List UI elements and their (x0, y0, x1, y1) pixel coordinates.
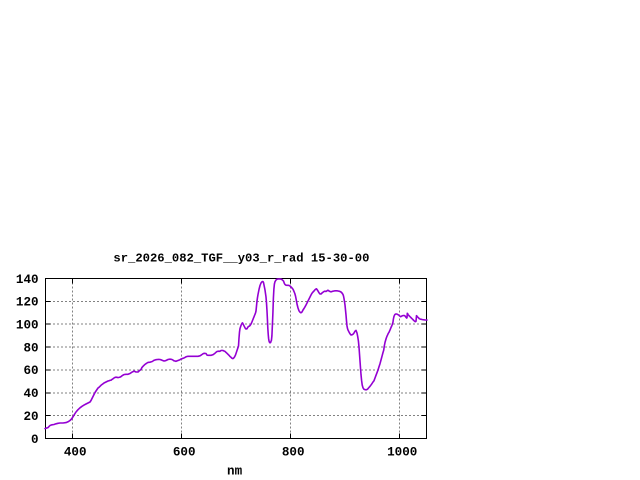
svg-text:0: 0 (31, 433, 39, 447)
svg-text:nm: nm (227, 465, 243, 479)
svg-text:20: 20 (23, 410, 38, 424)
svg-text:120: 120 (16, 296, 39, 310)
svg-text:800: 800 (282, 446, 305, 460)
svg-text:100: 100 (16, 319, 39, 333)
svg-text:40: 40 (23, 387, 38, 401)
svg-text:600: 600 (173, 446, 196, 460)
svg-text:60: 60 (23, 364, 38, 378)
svg-text:80: 80 (23, 341, 38, 355)
svg-text:140: 140 (16, 273, 39, 287)
svg-text:sr_2026_082_TGF__y03_r_rad 15-: sr_2026_082_TGF__y03_r_rad 15-30-00 (113, 251, 369, 265)
svg-text:1000: 1000 (387, 446, 417, 460)
svg-text:400: 400 (64, 446, 87, 460)
